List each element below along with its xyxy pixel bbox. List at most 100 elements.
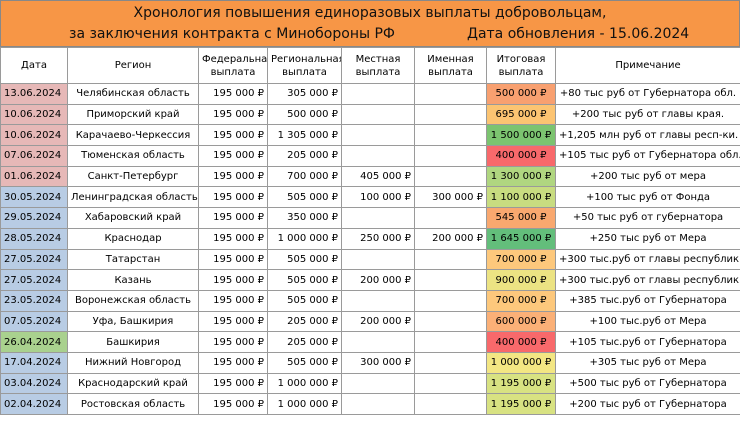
table-cell: 545 000 ₽ — [486, 207, 556, 229]
update-date: Дата обновления - 15.06.2024 — [467, 26, 690, 42]
table-body: 13.06.2024 Челябинская область 195 000 ₽30… — [0, 83, 740, 415]
table-row: 07.06.2024 Тюменская область 195 000 ₽205 … — [0, 145, 740, 167]
table-cell: Приморский край — [67, 103, 199, 126]
table-cell: Краснодар — [67, 227, 199, 250]
table-cell: +200 тыс руб от мера — [555, 165, 740, 188]
table-cell — [341, 103, 415, 126]
table-cell — [341, 207, 415, 229]
table-cell: 195 000 ₽ — [198, 186, 268, 209]
table-cell — [414, 289, 487, 312]
table-cell — [414, 145, 487, 167]
table-cell: Карачаево-Черкессия — [67, 124, 199, 147]
table-row: 17.04.2024 Нижний Новгород 195 000 ₽505 00… — [0, 351, 740, 374]
table-cell — [414, 165, 487, 188]
table-cell: 30.05.2024 — [0, 186, 68, 209]
table-cell: 195 000 ₽ — [198, 227, 268, 250]
table-row: 03.04.2024 Краснодарский край 195 000 ₽1 0… — [0, 372, 740, 395]
table-cell: Ленинградская область — [67, 186, 199, 209]
table-cell: 300 000 ₽ — [341, 351, 415, 374]
table-cell — [414, 248, 487, 271]
table-cell: +100 тыс руб от Фонда — [555, 186, 740, 209]
column-header: Дата — [0, 47, 68, 84]
column-header: Местная выплата — [341, 47, 415, 84]
table-cell: 505 000 ₽ — [267, 248, 342, 271]
table-row: 23.05.2024 Воронежская область 195 000 ₽50… — [0, 289, 740, 312]
table-cell: 100 000 ₽ — [341, 186, 415, 209]
table-cell: 205 000 ₽ — [267, 310, 342, 333]
table-cell — [414, 310, 487, 333]
table-cell: 195 000 ₽ — [198, 269, 268, 291]
table-cell: Челябинская область — [67, 83, 199, 105]
table-cell: 700 000 ₽ — [486, 248, 556, 271]
table-cell: +250 тыс руб от Мера — [555, 227, 740, 250]
table-cell: 28.05.2024 — [0, 227, 68, 250]
table-row: 26.04.2024 Башкирия 195 000 ₽205 000 ₽ 400 … — [0, 331, 740, 353]
table-cell: 195 000 ₽ — [198, 310, 268, 333]
table-cell: 205 000 ₽ — [267, 331, 342, 353]
table-cell: 505 000 ₽ — [267, 289, 342, 312]
table-cell — [341, 145, 415, 167]
table-cell: +385 тыс.руб от Губернатора — [555, 289, 740, 312]
table-cell: 200 000 ₽ — [414, 227, 487, 250]
table-cell: 195 000 ₽ — [198, 331, 268, 353]
table-cell: 195 000 ₽ — [198, 289, 268, 312]
table-row: 02.04.2024 Ростовская область 195 000 ₽1 0… — [0, 393, 740, 415]
title: Хронология повышения единоразовых выплат… — [133, 5, 607, 21]
table-cell: 1 000 000 ₽ — [267, 372, 342, 395]
column-header: Федеральная выплата — [198, 47, 268, 84]
table-cell: 300 000 ₽ — [414, 186, 487, 209]
column-header: Примечание — [555, 47, 740, 84]
table-cell: 700 000 ₽ — [486, 289, 556, 312]
table-cell: +200 тыс руб от Губернатора — [555, 393, 740, 415]
table-cell: 1 305 000 ₽ — [267, 124, 342, 147]
table-cell: Нижний Новгород — [67, 351, 199, 374]
table-cell: 195 000 ₽ — [198, 124, 268, 147]
table-cell — [414, 269, 487, 291]
table-row: 13.06.2024 Челябинская область 195 000 ₽30… — [0, 83, 740, 105]
table-cell: Ростовская область — [67, 393, 199, 415]
subtitle: за заключения контракта с Минобороны РФ — [69, 26, 395, 42]
table-cell: Татарстан — [67, 248, 199, 271]
table-cell: 10.06.2024 — [0, 103, 68, 126]
table-cell: 500 000 ₽ — [486, 83, 556, 105]
table-cell: +1,205 млн руб от главы респ-ки. — [555, 124, 740, 147]
table-cell: 02.04.2024 — [0, 393, 68, 415]
table-cell: 03.04.2024 — [0, 372, 68, 395]
table-cell: 26.04.2024 — [0, 331, 68, 353]
table-cell: 1 100 000 ₽ — [486, 186, 556, 209]
table-cell: 195 000 ₽ — [198, 145, 268, 167]
table-cell: 195 000 ₽ — [198, 248, 268, 271]
table-row: 30.05.2024 Ленинградская область 195 000 ₽… — [0, 186, 740, 209]
table-cell — [414, 83, 487, 105]
table-row: 07.05.2024 Уфа, Башкирия 195 000 ₽205 000 … — [0, 310, 740, 333]
table-cell: 400 000 ₽ — [486, 331, 556, 353]
table-cell: 27.05.2024 — [0, 269, 68, 291]
column-header: Регион — [67, 47, 199, 84]
table-cell: Уфа, Башкирия — [67, 310, 199, 333]
table-cell: 350 000 ₽ — [267, 207, 342, 229]
table-cell: Тюменская область — [67, 145, 199, 167]
table-cell: 1 300 000 ₽ — [486, 165, 556, 188]
table-cell: 13.06.2024 — [0, 83, 68, 105]
table-cell — [414, 393, 487, 415]
table-cell: 505 000 ₽ — [267, 186, 342, 209]
table-cell: 195 000 ₽ — [198, 83, 268, 105]
table-cell: Казань — [67, 269, 199, 291]
table-cell: +500 тыс руб от Губернатора — [555, 372, 740, 395]
table-cell: Краснодарский край — [67, 372, 199, 395]
table-cell: 1 500 000 ₽ — [486, 124, 556, 147]
table-cell — [341, 289, 415, 312]
table-cell: +305 тыс руб от Мера — [555, 351, 740, 374]
table-cell — [414, 207, 487, 229]
table-cell — [414, 331, 487, 353]
table-cell: 195 000 ₽ — [198, 165, 268, 188]
table-cell: 1 195 000 ₽ — [486, 393, 556, 415]
table-cell: +300 тыс.руб от главы республики — [555, 248, 740, 271]
table-row: 29.05.2024 Хабаровский край 195 000 ₽350 0… — [0, 207, 740, 229]
table-cell: 10.06.2024 — [0, 124, 68, 147]
table-cell: 195 000 ₽ — [198, 103, 268, 126]
table-cell: Воронежская область — [67, 289, 199, 312]
table-row: 28.05.2024 Краснодар 195 000 ₽1 000 000 ₽2… — [0, 227, 740, 250]
table-cell — [414, 103, 487, 126]
